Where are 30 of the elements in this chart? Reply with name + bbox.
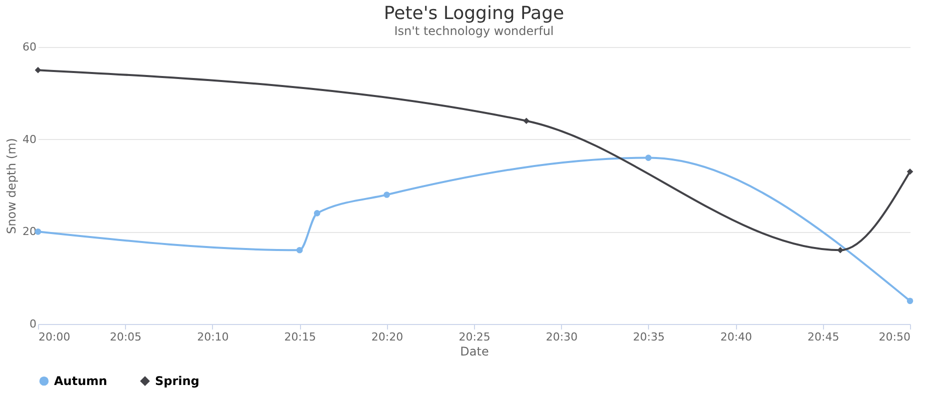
- y-tick-label: 20: [22, 225, 36, 238]
- x-axis-title: Date: [460, 344, 489, 358]
- x-tick-label: 20:25: [458, 330, 490, 344]
- legend-label: Spring: [155, 374, 200, 388]
- y-tick-label: 0: [30, 318, 36, 330]
- x-tick-label: 20:30: [546, 330, 578, 344]
- x-tick-label: 20:40: [720, 330, 752, 344]
- x-tick-label: 20:00: [38, 330, 70, 344]
- chart-subtitle: Isn't technology wonderful: [394, 24, 554, 38]
- point: [906, 168, 914, 175]
- y-axis-title: Snow depth (m): [4, 138, 19, 234]
- x-tick-label: 20:35: [633, 330, 665, 344]
- point: [837, 246, 844, 254]
- chart-title: Pete's Logging Page: [384, 3, 564, 24]
- x-tick-label: 20:15: [284, 330, 316, 344]
- legend-label: Autumn: [54, 374, 108, 388]
- x-tick-label: 20:05: [110, 330, 142, 344]
- point: [384, 192, 390, 198]
- point: [523, 118, 530, 124]
- point: [314, 210, 320, 216]
- y-tick-label: 40: [22, 132, 36, 146]
- x-tick-label: 20:20: [371, 330, 404, 344]
- point: [34, 66, 42, 74]
- point: [906, 298, 914, 304]
- x-tick-label: 20:45: [807, 330, 840, 344]
- x-tick-label: 20:50: [878, 330, 910, 344]
- point: [296, 246, 303, 254]
- point: [645, 154, 652, 161]
- y-tick-label: 60: [22, 40, 36, 54]
- x-tick-label: 20:10: [197, 330, 229, 344]
